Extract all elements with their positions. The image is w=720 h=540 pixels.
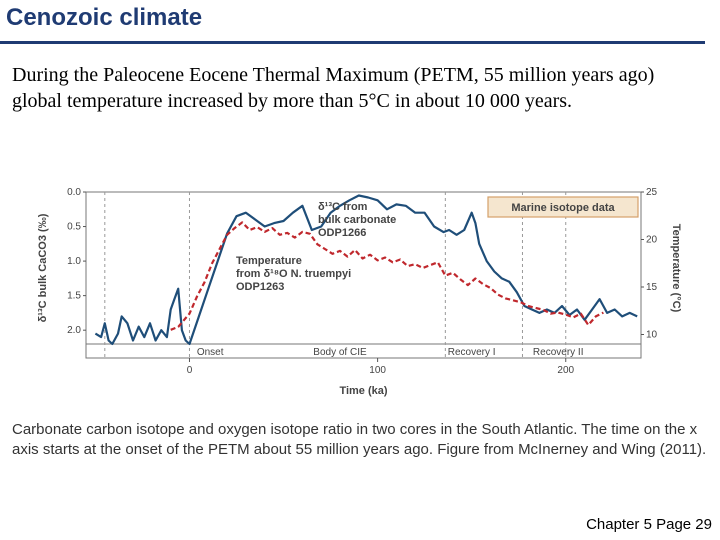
- series-label-temp-1: Temperature: [236, 255, 302, 267]
- left-tick-label-3: 1.5: [67, 291, 81, 302]
- series-line-1: [170, 221, 604, 331]
- series-label-carbon-2: bulk carbonate: [318, 214, 396, 226]
- series-label-carbon-1: δ¹³C from: [318, 201, 368, 213]
- right-tick-label-0: 25: [646, 187, 658, 198]
- left-tick-label-0: 0.0: [67, 187, 81, 198]
- phase-label-1: Body of CIE: [313, 347, 367, 358]
- right-tick-label-3: 10: [646, 330, 658, 341]
- phase-label-2: Recovery I: [448, 347, 496, 358]
- slide-title: Cenozoic climate: [6, 4, 203, 31]
- x-tick-label-0: 0: [187, 365, 193, 376]
- page-footer: Chapter 5 Page 29: [586, 516, 712, 533]
- x-tick-label-1: 100: [369, 365, 386, 376]
- right-axis-title: Temperature (°C): [670, 224, 682, 313]
- right-tick-label-2: 15: [646, 282, 658, 293]
- title-underline: [0, 41, 705, 44]
- phase-label-3: Recovery II: [533, 347, 584, 358]
- left-tick-label-2: 1.0: [67, 256, 81, 267]
- left-tick-label-4: 2.0: [67, 325, 81, 336]
- plot-area: Onset Body of CIE Recovery I Recovery II 0.0…: [37, 187, 682, 397]
- series-label-carbon-3: ODP1266: [318, 227, 366, 239]
- plot-frame: [85, 191, 642, 359]
- left-tick-label-1: 0.5: [67, 222, 81, 233]
- intro-paragraph: During the Paleocene Eocene Thermal Maxi…: [12, 64, 655, 112]
- x-axis-title: Time (ka): [339, 385, 387, 397]
- left-axis-title: δ¹³C bulk CaCO3 (‰): [37, 213, 49, 322]
- right-tick-label-1: 20: [646, 235, 658, 246]
- isotope-chart: Onset Body of CIE Recovery I Recovery II 0.0…: [37, 187, 682, 397]
- legend-box: [487, 196, 639, 218]
- figure-caption: Carbonate carbon isotope and oxygen isot…: [12, 421, 707, 458]
- x-tick-label-2: 200: [557, 365, 574, 376]
- phase-label-0: Onset: [197, 347, 224, 358]
- legend-box-label: Marine isotope data: [511, 202, 615, 214]
- series-label-temp-2: from δ¹⁸O N. truempyi: [236, 268, 351, 280]
- series-label-temp-3: ODP1263: [236, 281, 284, 293]
